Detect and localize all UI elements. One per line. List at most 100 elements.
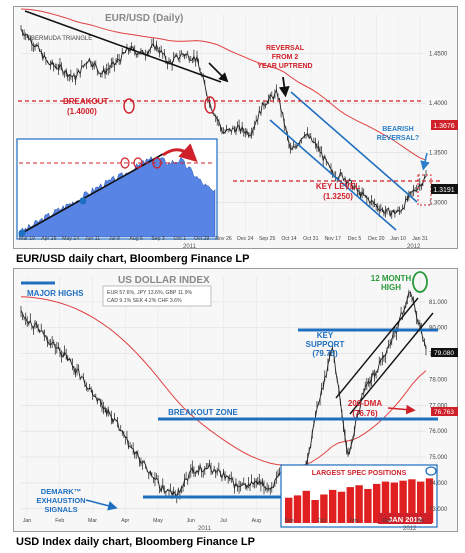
breakout-circle	[123, 98, 135, 114]
price-label-dma: 1.3676	[433, 123, 455, 130]
breakout-zone-label: BREAKOUT ZONE	[168, 408, 238, 417]
breakdown-circle	[204, 96, 216, 114]
x-tick-label: Jun	[187, 518, 195, 524]
reversal-arrow	[278, 76, 290, 98]
y-tick-label: 1.3500	[429, 151, 448, 157]
reversal-label: REVERSAL FROM 2 YEAR UPTREND	[257, 45, 312, 70]
inset-circle	[425, 466, 437, 476]
key-level-value: (1.3250)	[323, 192, 353, 201]
inset-circle	[120, 157, 130, 169]
y-tick-label: 1.3000	[429, 200, 448, 206]
x-tick-label: May	[153, 518, 163, 524]
dma-arrow	[387, 404, 416, 415]
year-label: 2011	[183, 244, 197, 249]
chart-title: EUR/USD (Daily)	[105, 13, 183, 24]
caption-top: EUR/USD daily chart, Bloomberg Finance L…	[16, 253, 250, 265]
inset-bar	[355, 485, 363, 523]
price-tag-dma	[431, 120, 458, 130]
inset-bar	[373, 483, 381, 523]
x-tick-label: Feb	[55, 518, 64, 524]
x-tick-label: Sep 3	[151, 236, 165, 242]
x-tick-label: Jul 9	[109, 236, 120, 242]
x-tick-label: Nov	[350, 518, 360, 524]
x-tick-label: May 14	[62, 236, 79, 242]
price-line	[20, 28, 427, 218]
x-tick-label: Dec 20	[368, 236, 385, 242]
x-tick-label: Apr	[121, 518, 129, 524]
inset-bars	[285, 478, 434, 523]
x-tick-label: Mar 19	[19, 236, 35, 242]
inset-bar	[337, 491, 346, 523]
bearish-arrow	[420, 152, 430, 171]
y-tick-label: 76.000	[429, 429, 448, 435]
channel-upper-line	[349, 312, 434, 415]
key-level-label: KEY LEVEL	[316, 182, 360, 191]
price-label-current: 1.3191	[433, 187, 455, 194]
eurusd-chart-panel: 1.4500 1.4000 1.3500 1.3000 Mar 19 Apr 16 May…	[13, 6, 458, 250]
year-label: 2011	[198, 526, 212, 532]
y-tick-label: 74.000	[429, 481, 448, 487]
inset-bar	[346, 487, 354, 523]
y-tick-label: 1.4000	[429, 101, 448, 107]
high-circle	[412, 271, 428, 293]
y-tick-label: 1.4500	[429, 52, 448, 58]
price-label-dma: 76.763	[434, 409, 454, 416]
x-tick-label: Oct 31	[303, 236, 318, 242]
inset-point	[18, 229, 26, 237]
dma-line	[20, 8, 427, 161]
usd-index-chart: LARGEST SPEC POSITIONS JAN 2012 81.000 80…	[13, 268, 458, 532]
x-axis-ticks: Jan Feb Mar Apr May Jun Jul Aug Sep Oct Nov Dec Jan	[23, 518, 424, 524]
x-tick-label: Oct 29	[194, 236, 209, 242]
weights-line-2: CAD 9.1% SEK 4.2% CHF 3.6%	[107, 298, 182, 304]
price-tag-dma	[431, 407, 458, 416]
key-support-level: (79.75)	[312, 349, 338, 358]
x-tick-label: Dec	[383, 518, 393, 524]
x-tick-label: Oct	[318, 518, 327, 524]
x-tick-label: Sep 25	[259, 236, 276, 242]
inset-curved-arrow	[162, 143, 198, 163]
inset-bar	[399, 480, 407, 523]
weights-box	[102, 285, 212, 307]
dma-line	[20, 296, 427, 466]
y-tick-label: 78.000	[429, 377, 448, 383]
y-tick-label: 80.000	[429, 326, 448, 332]
dma-label: 200-DMA	[348, 399, 382, 408]
inset-bar	[408, 479, 416, 523]
breakout-label: BREAKOUT	[63, 97, 108, 106]
x-tick-label: Dec 5	[348, 236, 362, 242]
x-tick-label: Oct 14	[281, 236, 296, 242]
inset-bar	[302, 490, 310, 523]
inset-bar	[417, 481, 425, 523]
bearish-reversal-label: BEARISH REVERSAL?	[377, 126, 419, 142]
chart-title: US DOLLAR INDEX	[118, 275, 210, 286]
eurusd-inset	[16, 138, 218, 240]
x-tick-label: Aug 6	[129, 236, 143, 242]
largest-spec-label: LARGEST SPEC POSITIONS	[312, 470, 407, 477]
x-tick-label: Oct 1	[174, 236, 187, 242]
inset-bar	[329, 489, 337, 523]
x-tick-label: Jan 10	[390, 236, 406, 242]
y-tick-label: 77.000	[429, 403, 448, 409]
inset-bar	[311, 500, 319, 523]
breakout-level: (1.4000)	[67, 107, 97, 116]
x-tick-label: Sep	[284, 518, 293, 524]
demark-arrow	[85, 499, 118, 511]
y-tick-label: 81.000	[429, 300, 448, 306]
price-tag-current	[431, 348, 458, 357]
channel-upper-line	[269, 119, 397, 231]
y-axis-ticks: 1.4500 1.4000 1.3500 1.3000	[429, 52, 448, 207]
inset-date-tag	[378, 513, 432, 524]
usd-index-chart-panel: LARGEST SPEC POSITIONS JAN 2012 81.000 80…	[13, 268, 458, 532]
x-tick-label: Apr 16	[41, 236, 56, 242]
price-tag-current	[431, 184, 458, 194]
x-tick-label: Aug	[252, 518, 261, 524]
x-tick-label: Nov 26	[215, 236, 232, 242]
inset-date: JAN 2012	[388, 515, 422, 524]
inset-bar	[293, 495, 302, 523]
price-label-current: 79.080	[434, 350, 454, 357]
triangle-arrow	[208, 62, 229, 83]
x-tick-label: Jan	[416, 518, 424, 524]
inset-bar	[381, 481, 390, 523]
x-tick-label: Dec 24	[237, 236, 254, 242]
price-line	[20, 291, 427, 500]
